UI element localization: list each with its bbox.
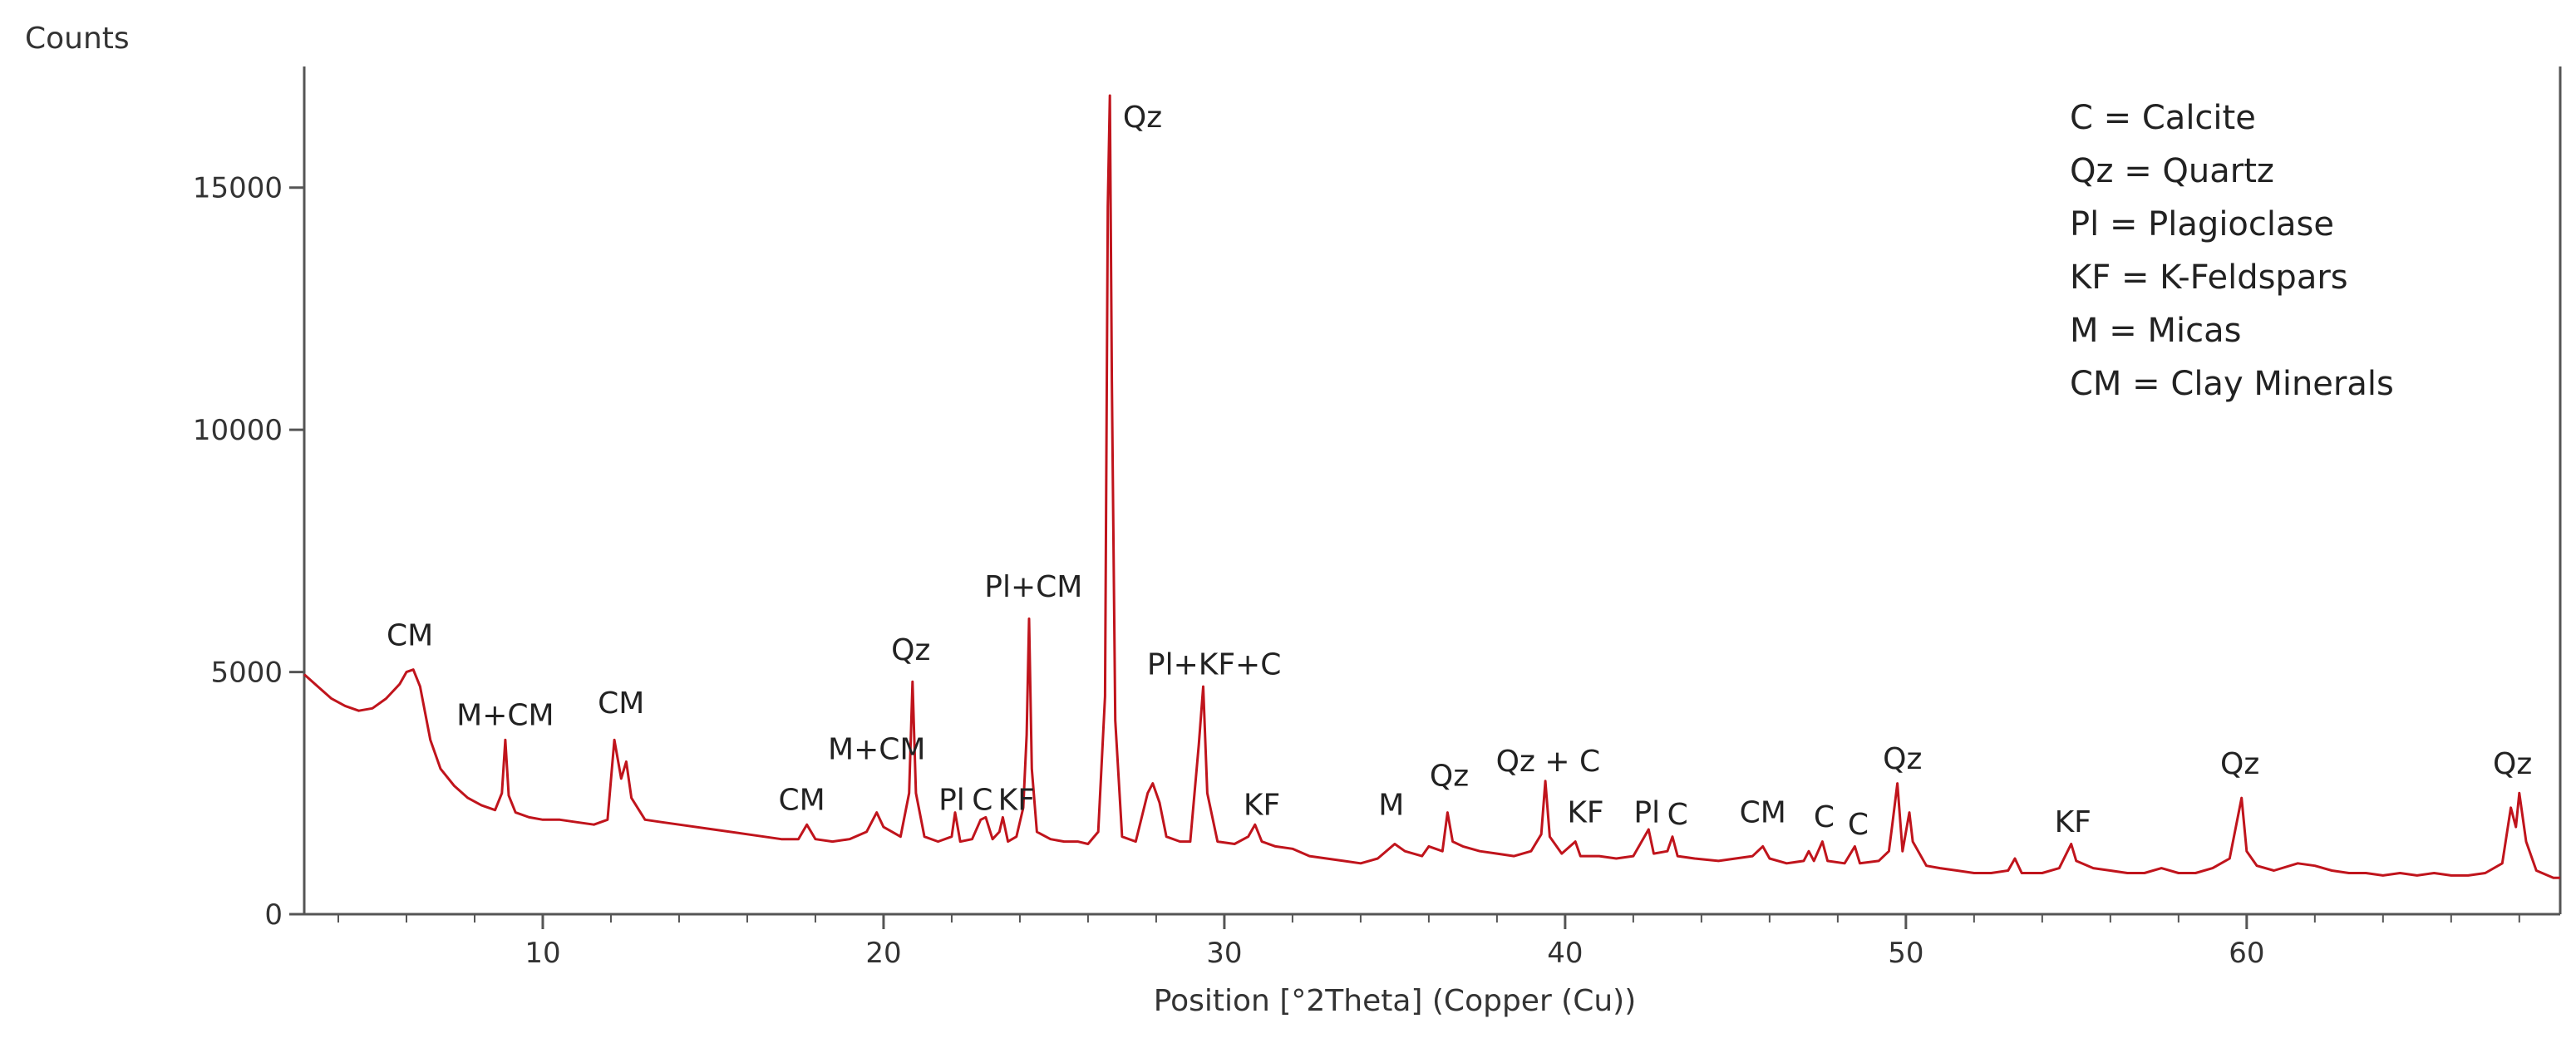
- peak-label: KF: [998, 784, 1035, 818]
- legend-entry: KF = K-Feldspars: [2070, 258, 2348, 297]
- x-tick-label: 50: [1888, 937, 1923, 970]
- plot-frame: [303, 66, 2562, 916]
- peak-label: Qz + C: [1496, 745, 1600, 779]
- y-tick-label: 0: [264, 898, 283, 932]
- peak-label: Qz: [891, 633, 930, 667]
- peak-label: CM: [1740, 795, 1786, 829]
- peak-label: C: [1814, 800, 1835, 834]
- peak-label: C: [972, 784, 992, 818]
- peak-label: CM: [387, 619, 433, 653]
- x-tick-label: 20: [865, 937, 901, 970]
- legend-entry: M = Micas: [2070, 312, 2241, 350]
- peak-label: C: [1848, 808, 1869, 842]
- x-tick-label: 30: [1206, 937, 1242, 970]
- legend-entry: Qz = Quartz: [2070, 152, 2274, 190]
- y-axis: 0 5000 10000 15000: [193, 172, 304, 932]
- peak-label: KF: [1244, 789, 1280, 823]
- y-tick-label: 10000: [193, 414, 283, 447]
- peak-label: Qz: [1123, 101, 1162, 135]
- peak-label: C: [1667, 798, 1688, 832]
- x-tick-label: 40: [1547, 937, 1583, 970]
- data-layer: [303, 94, 2560, 879]
- series-line: [303, 94, 2560, 879]
- peak-label: M+CM: [456, 699, 554, 733]
- peak-label: Pl: [1633, 795, 1660, 829]
- x-axis-title: Position [°2Theta] (Copper (Cu)): [1154, 984, 1637, 1018]
- y-axis-title: Counts: [25, 22, 130, 56]
- x-tick-label: 10: [525, 937, 560, 970]
- peak-label: M+CM: [828, 732, 925, 766]
- peak-label: Qz: [1883, 742, 1922, 776]
- x-axis: 10 20 30 40 50 60: [337, 914, 2520, 970]
- peak-label: CM: [598, 686, 644, 721]
- legend-entry: Pl = Plagioclase: [2070, 205, 2334, 244]
- peak-label: KF: [1567, 795, 1603, 829]
- y-tick-label: 5000: [210, 657, 283, 690]
- peak-label: Pl+KF+C: [1147, 647, 1282, 681]
- x-tick-label: 60: [2229, 937, 2264, 970]
- legend-entry: C = Calcite: [2070, 99, 2256, 137]
- legend: C = Calcite Qz = Quartz Pl = Plagioclase KF…: [2070, 99, 2394, 403]
- peak-label: Pl+CM: [984, 570, 1082, 604]
- peak-label: Qz: [2220, 747, 2259, 781]
- peak-label: Qz: [1430, 760, 1469, 794]
- peak-label: Pl: [938, 784, 965, 818]
- y-tick-label: 15000: [193, 172, 283, 205]
- legend-entry: CM = Clay Minerals: [2070, 365, 2394, 403]
- peak-label: KF: [2055, 805, 2091, 839]
- peak-label: M: [1378, 789, 1404, 823]
- peak-label: CM: [778, 784, 825, 818]
- peak-label: Qz: [2493, 747, 2532, 781]
